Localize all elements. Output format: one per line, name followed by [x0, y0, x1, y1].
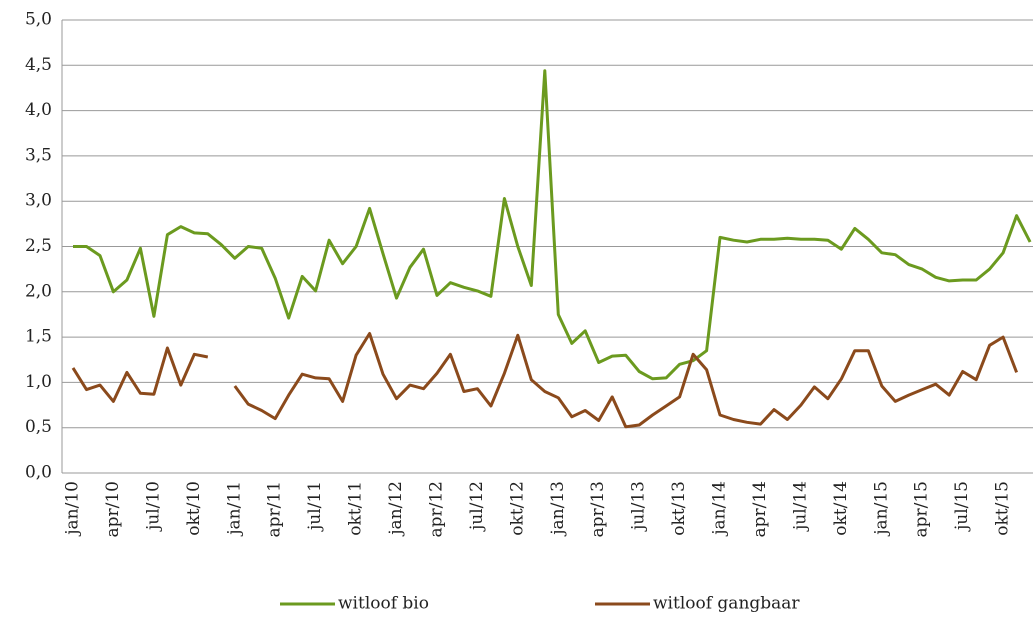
x-tick-label: jan/15 — [871, 481, 891, 537]
series-line — [71, 332, 1019, 429]
x-tick-label: apr/10 — [103, 481, 123, 538]
x-tick-label: apr/15 — [912, 481, 932, 538]
x-tick-label: jul/13 — [629, 481, 649, 532]
x-tick-label: okt/13 — [669, 481, 689, 536]
x-tick-label: apr/11 — [265, 481, 285, 538]
x-tick-label: jan/11 — [224, 481, 244, 537]
y-tick-label: 4,5 — [25, 55, 52, 75]
x-tick-label: jul/15 — [952, 481, 972, 532]
y-tick-label: 0,0 — [25, 463, 52, 483]
y-tick-label: 2,0 — [25, 281, 52, 301]
y-tick-label: 3,5 — [25, 145, 52, 165]
x-tick-label: jul/12 — [467, 481, 487, 532]
y-tick-label: 4,0 — [25, 100, 52, 120]
x-tick-label: jan/12 — [386, 481, 406, 537]
x-tick-label: okt/11 — [346, 481, 366, 536]
x-tick-label: jan/14 — [710, 481, 730, 537]
x-tick-label: jan/13 — [548, 481, 568, 537]
x-tick-label: okt/10 — [184, 481, 204, 536]
legend-label: witloof bio — [338, 594, 429, 614]
x-tick-label: jul/11 — [305, 481, 325, 532]
x-tick-label: okt/15 — [993, 481, 1013, 536]
y-tick-label: 3,0 — [25, 191, 52, 211]
y-tick-label: 0,5 — [25, 417, 52, 437]
series-line — [73, 69, 1032, 381]
x-tick-label: okt/14 — [831, 481, 851, 536]
y-tick-label: 5,0 — [25, 10, 52, 30]
x-tick-label: apr/13 — [588, 481, 608, 538]
x-tick-label: jul/10 — [143, 481, 163, 532]
y-tick-label: 1,0 — [25, 372, 52, 392]
x-tick-label: apr/14 — [750, 481, 770, 538]
x-tick-label: jul/14 — [790, 481, 810, 532]
x-tick-label: okt/12 — [507, 481, 527, 536]
legend-label: witloof gangbaar — [653, 594, 800, 614]
x-tick-label: jan/10 — [63, 481, 83, 537]
y-tick-label: 2,5 — [25, 236, 52, 256]
y-tick-label: 1,5 — [25, 327, 52, 347]
x-tick-label: apr/12 — [426, 481, 446, 538]
